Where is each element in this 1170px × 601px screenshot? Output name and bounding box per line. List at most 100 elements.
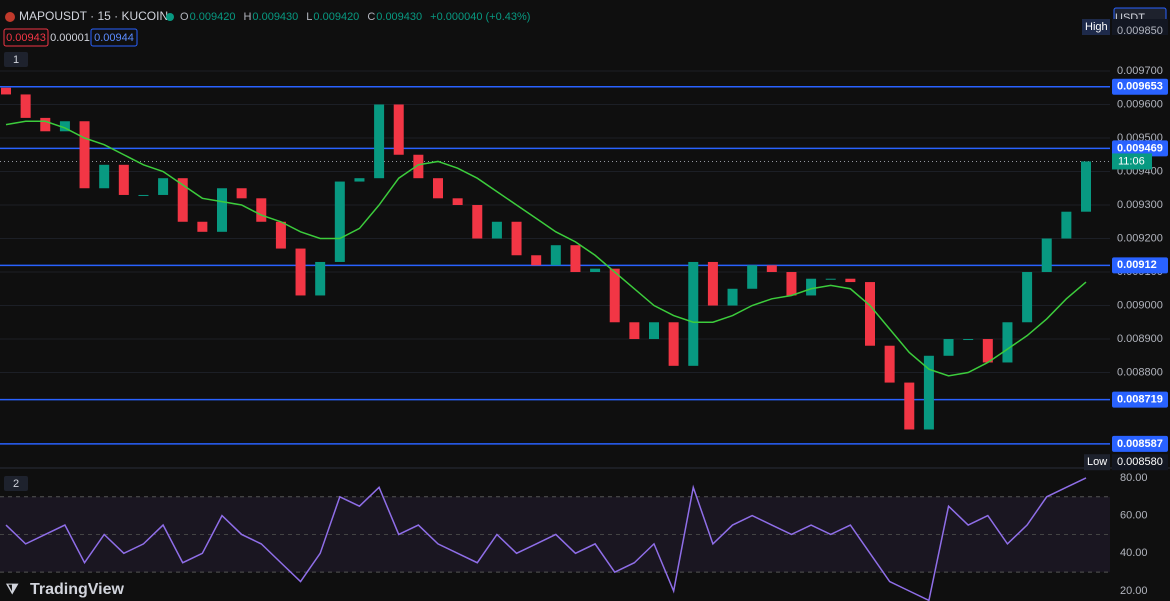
level-label: 0.008587 xyxy=(1117,438,1163,450)
high-tag xyxy=(1112,19,1168,35)
candle xyxy=(825,278,836,280)
pane-toggle[interactable] xyxy=(4,52,28,67)
candle xyxy=(177,178,188,222)
buy-price[interactable]: 0.00944 xyxy=(94,32,134,44)
level-tag xyxy=(1112,435,1168,452)
candle xyxy=(315,261,326,296)
y-tick-label: 0.009200 xyxy=(1117,232,1163,244)
candle xyxy=(884,345,895,383)
level-tag xyxy=(1112,257,1168,274)
pane-toggle[interactable] xyxy=(4,476,28,491)
candle xyxy=(236,188,247,199)
brand[interactable]: TradingView xyxy=(30,581,125,598)
candle xyxy=(668,322,679,366)
candle xyxy=(40,117,51,132)
level-tag xyxy=(1112,391,1168,408)
sma-line xyxy=(5,120,1087,377)
candle xyxy=(20,94,31,118)
candle xyxy=(197,221,208,232)
pane-label[interactable]: 1 xyxy=(13,54,19,66)
candle xyxy=(923,355,934,430)
candle xyxy=(472,205,483,239)
candle xyxy=(707,261,718,306)
countdown-tag xyxy=(1112,153,1152,170)
candle xyxy=(413,154,424,179)
countdown: 11:06 xyxy=(1118,155,1145,167)
candle xyxy=(1002,322,1013,363)
sell-button[interactable] xyxy=(3,28,49,47)
candle xyxy=(59,121,70,132)
level-tag xyxy=(1112,78,1168,95)
candle xyxy=(963,339,974,341)
rsi-tick-label: 20.00 xyxy=(1120,585,1148,597)
candle xyxy=(845,278,856,283)
candle xyxy=(275,221,286,249)
candle xyxy=(865,282,875,346)
candle xyxy=(1081,161,1091,212)
candle xyxy=(1,87,11,95)
y-tick-label: 0.008900 xyxy=(1117,333,1163,345)
ohlc-value: 0.009420 xyxy=(313,11,359,23)
candle xyxy=(747,265,758,289)
low-name: Low xyxy=(1087,456,1107,468)
high-name: High xyxy=(1085,21,1108,33)
candle xyxy=(118,164,129,195)
candle xyxy=(217,188,227,232)
level-label: 0.00912 xyxy=(1117,259,1157,271)
candle xyxy=(570,245,581,273)
candle xyxy=(1041,238,1052,273)
candle xyxy=(1061,211,1072,239)
candle xyxy=(904,382,915,430)
y-tick-label: 0.009300 xyxy=(1117,199,1163,211)
candle xyxy=(393,104,404,155)
brand-logo: ⧩ xyxy=(5,581,19,597)
price-axis-bg xyxy=(1110,0,1170,601)
y-tick-label: 0.008800 xyxy=(1117,366,1163,378)
candle xyxy=(79,121,90,189)
y-tick-label: 0.009700 xyxy=(1117,65,1163,77)
ohlc-key: O xyxy=(180,11,189,23)
candle xyxy=(727,288,738,306)
ohlc-key: L xyxy=(306,11,312,23)
rsi-tick-label: 60.00 xyxy=(1120,510,1148,522)
level-label: 0.009653 xyxy=(1117,81,1163,93)
candle xyxy=(982,339,993,363)
low-tag xyxy=(1112,454,1168,471)
candle xyxy=(629,322,640,340)
sell-price[interactable]: 0.00943 xyxy=(6,32,46,44)
candle xyxy=(550,245,561,266)
level-label: 0.009469 xyxy=(1117,142,1163,154)
candle xyxy=(452,198,463,206)
candle xyxy=(590,268,601,273)
low-value: 0.008580 xyxy=(1117,456,1163,468)
ohlc-value: 0.009430 xyxy=(252,11,298,23)
status-dot xyxy=(166,13,174,21)
candle xyxy=(491,221,502,239)
candle xyxy=(943,339,954,356)
low-name-tag xyxy=(1084,454,1110,471)
pane-label[interactable]: 2 xyxy=(13,478,19,490)
high-name-tag xyxy=(1082,19,1110,35)
candle xyxy=(806,278,817,296)
ohlc-key: H xyxy=(243,11,251,23)
symbol[interactable]: MAPOUSDT · 15 · KUCOIN xyxy=(19,9,168,23)
candle xyxy=(511,221,522,256)
rsi-tick-label: 80.00 xyxy=(1120,472,1148,484)
spread: 0.00001 xyxy=(50,32,90,44)
buy-button[interactable] xyxy=(90,28,138,47)
ohlc-legend: O 0.009420 H 0.009430 L 0.009420 C 0.009430 +0.0… xyxy=(180,11,530,23)
candle xyxy=(334,181,345,262)
candle xyxy=(609,268,620,323)
rsi-line xyxy=(5,477,1087,601)
candle xyxy=(99,164,110,189)
candle xyxy=(374,104,385,179)
candle xyxy=(649,322,659,340)
y-tick-label: 0.009000 xyxy=(1117,299,1163,311)
ohlc-value: 0.009430 xyxy=(376,11,422,23)
candle xyxy=(256,198,267,222)
level-tag xyxy=(1112,140,1168,157)
candle xyxy=(766,265,777,273)
